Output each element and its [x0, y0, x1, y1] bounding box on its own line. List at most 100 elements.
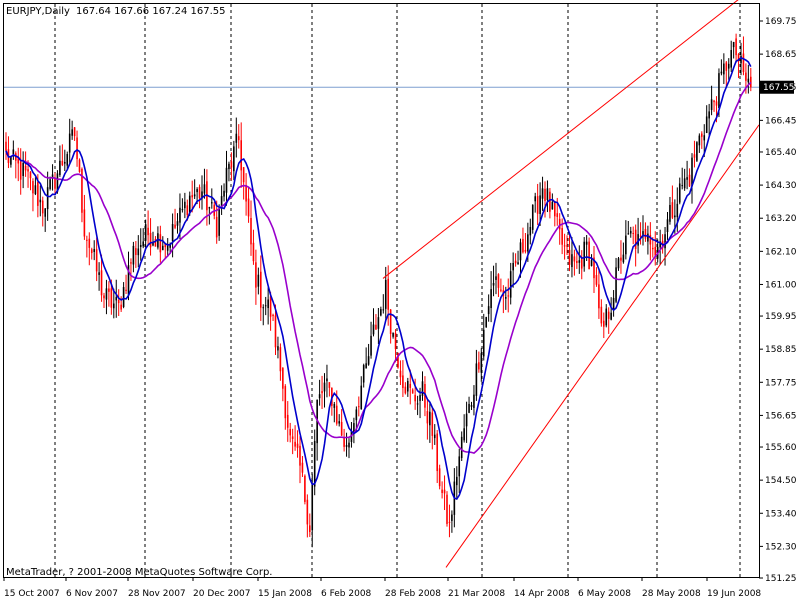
candle-body — [725, 62, 728, 71]
candle — [644, 222, 647, 242]
candle-body — [86, 239, 88, 241]
candle — [473, 385, 475, 416]
candle — [622, 242, 625, 264]
candle-body — [64, 161, 66, 164]
candle — [617, 257, 620, 271]
candle — [22, 151, 24, 189]
candle-body — [568, 249, 571, 265]
candle-body — [603, 320, 605, 327]
candle-body — [51, 174, 54, 179]
candle-body — [188, 195, 191, 213]
candle — [142, 228, 144, 249]
candle-body — [76, 137, 78, 160]
candle-body — [642, 231, 644, 237]
candle — [571, 237, 573, 278]
candle — [465, 401, 468, 443]
candle — [29, 171, 32, 191]
candle-body — [171, 224, 174, 242]
candle — [61, 144, 64, 167]
candle-body — [389, 309, 392, 334]
candle-body — [362, 365, 365, 383]
candle — [402, 360, 404, 398]
candle-body — [282, 368, 284, 389]
candle — [681, 167, 683, 190]
x-tick-label: 15 Jan 2008 — [258, 589, 312, 599]
candle-body — [296, 443, 299, 448]
candle — [554, 200, 556, 227]
candle-body — [607, 311, 610, 319]
candle — [590, 254, 593, 267]
candle — [578, 245, 581, 274]
candle — [174, 208, 176, 230]
y-tick-label: 155.60 — [765, 443, 797, 453]
candle-body — [262, 307, 265, 309]
candle-body — [343, 437, 345, 447]
candle-body — [22, 163, 24, 177]
candle-body — [122, 287, 125, 307]
candle-body — [517, 262, 519, 265]
candle — [225, 150, 228, 206]
candle-body — [19, 161, 22, 180]
candle — [701, 131, 703, 149]
candle — [404, 382, 407, 395]
candle — [17, 147, 20, 182]
candle-body — [465, 413, 468, 427]
candle-body — [228, 163, 230, 170]
candle — [108, 281, 110, 307]
candle-body — [705, 116, 708, 133]
candle-body — [426, 411, 429, 424]
candle-body — [66, 154, 69, 166]
candle-body — [639, 235, 642, 237]
candle — [566, 235, 568, 256]
candle — [184, 192, 186, 219]
candle-body — [669, 204, 671, 222]
candle-body — [367, 356, 370, 365]
x-tick-label: 28 May 2008 — [642, 589, 701, 599]
candle-body — [223, 190, 225, 197]
candle-body — [691, 157, 693, 187]
candle-body — [326, 378, 328, 382]
candle-body — [237, 136, 240, 141]
y-tick-label: 158.85 — [765, 345, 797, 355]
candle-body — [470, 405, 473, 407]
candle-body — [306, 499, 309, 525]
candle-body — [198, 186, 201, 198]
candle-body — [710, 99, 713, 110]
candle — [480, 348, 483, 382]
candle — [652, 237, 654, 258]
candle-body — [590, 260, 593, 266]
candle-body — [12, 149, 15, 155]
candle — [203, 168, 206, 199]
candle-body — [218, 208, 220, 236]
candle — [348, 438, 350, 459]
candle — [512, 252, 514, 288]
candle-body — [39, 199, 42, 203]
candle-body — [458, 456, 461, 477]
candle-body — [240, 140, 242, 171]
candle — [274, 304, 277, 355]
candle-body — [451, 514, 453, 521]
candle — [568, 233, 571, 272]
candle — [580, 250, 583, 280]
candle — [208, 206, 211, 225]
candle — [201, 175, 203, 210]
candle — [358, 396, 360, 417]
candle — [49, 176, 51, 191]
candle-body — [162, 245, 164, 251]
candle — [475, 349, 478, 401]
candle-body — [625, 235, 627, 255]
candle-body — [318, 394, 321, 399]
candle-body — [110, 288, 113, 308]
candle-body — [304, 475, 306, 502]
candle-body — [698, 135, 701, 146]
trendlines-layer — [382, 0, 760, 568]
candle — [343, 428, 345, 452]
candle-body — [245, 185, 247, 202]
candle — [485, 316, 487, 328]
candle-body — [93, 249, 95, 252]
candle — [237, 124, 240, 149]
candle — [139, 228, 142, 261]
candle-body — [620, 257, 622, 261]
candle-body — [247, 198, 250, 217]
candle-body — [750, 76, 752, 88]
